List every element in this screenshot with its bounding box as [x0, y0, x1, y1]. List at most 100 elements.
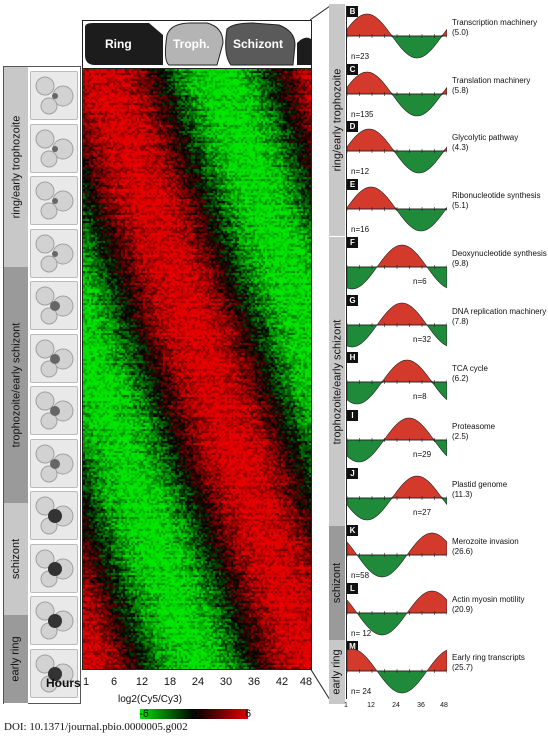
left-stage-label-ring: ring/early trophozoite	[10, 115, 23, 219]
profile-name: Deoxynucleotide synthesis (9.8)	[452, 249, 547, 269]
profile-letter: M	[347, 640, 358, 652]
profile-letter: K	[347, 525, 358, 537]
profile-curve	[347, 359, 447, 405]
profile-gene-count: n=23	[351, 52, 370, 61]
cell-micrograph	[30, 543, 78, 593]
hours-axis-title: Hours	[46, 676, 81, 690]
right-stage-early-ring: early ring	[329, 640, 345, 704]
left-stage-block-schizont	[4, 503, 28, 616]
cell-micrograph	[30, 648, 78, 698]
cell-micrograph	[30, 71, 78, 120]
hour-tick: 12	[135, 676, 149, 688]
profile-name: Transcription machinery (5.0)	[452, 18, 537, 38]
left-stage-block-early-ring	[4, 615, 28, 704]
profile-value: (25.7)	[452, 662, 473, 672]
next-ring-stage-shape	[297, 37, 311, 65]
hour-tick: 48	[299, 676, 313, 688]
doi-caption: DOI: 10.1371/journal.pbio.0000005.g002	[4, 721, 188, 733]
profile-gene-count: n= 12	[351, 629, 372, 638]
scale-tick-low: -6	[139, 708, 149, 720]
profile-curve	[347, 590, 447, 636]
color-scale-bar	[140, 709, 248, 719]
profile-curve	[347, 648, 447, 693]
cell-micrograph	[30, 123, 78, 173]
profile-value: (5.0)	[452, 28, 469, 37]
hour-tick: 18	[163, 676, 177, 688]
profile-name: Merozoite invasion (26.6)	[452, 537, 519, 557]
profile-axis-tick: 24	[392, 702, 400, 709]
right-stage-schizont: schizont	[329, 526, 345, 640]
cell-micrograph	[30, 596, 78, 645]
stage-shapes	[85, 22, 311, 66]
profile-name: Ribonucleotide synthesis (5.1)	[452, 191, 541, 211]
profile-title: Merozoite invasion	[452, 537, 519, 547]
cell-micrograph	[30, 491, 78, 540]
profile-gene-count: n=12	[351, 167, 370, 177]
profile-value: (26.6)	[452, 547, 473, 557]
profile-value: (11.3)	[452, 489, 473, 499]
profile-axis-tick: 12	[367, 702, 375, 709]
right-stage-panel: ring/early trophozoite trophozoite/early…	[329, 4, 347, 704]
profile-value: (9.8)	[452, 258, 469, 268]
profile-name: Proteasome (2.5)	[452, 422, 495, 442]
profile-title: Translation machinery	[452, 75, 531, 85]
profile-gene-count: n=135	[351, 109, 374, 119]
profile-name: Translation machinery (5.8)	[452, 76, 530, 96]
schizont-stage-shape	[225, 22, 296, 66]
profile-value: (6.2)	[452, 374, 469, 384]
profile-name: TCA cycle (6.2)	[452, 364, 488, 384]
scale-tick-mid: 0	[192, 708, 200, 720]
profile-value: (5.8)	[452, 85, 469, 95]
hour-tick: 30	[219, 676, 233, 688]
profile-curve	[347, 71, 447, 116]
profile-gene-count: n= 24	[351, 686, 372, 696]
left-stage-block-ring	[4, 67, 28, 268]
profile-name: Early ring transcripts (25.7)	[452, 653, 525, 673]
profile-title: Early ring transcripts	[452, 652, 525, 662]
profile-title: Glycolytic pathway	[452, 133, 519, 143]
profile-gene-count: n=29	[413, 449, 432, 459]
profile-axis-tick: 48	[440, 702, 448, 709]
profile-curve	[347, 302, 447, 347]
profile-name: Actin myosin motility (20.9)	[452, 595, 524, 615]
profile-name: Glycolytic pathway (4.3)	[452, 133, 518, 153]
profile-name: Plastid genome (11.3)	[452, 480, 507, 500]
profile-title: TCA cycle	[452, 364, 489, 374]
profile-curve	[347, 186, 447, 232]
hour-tick: 36	[247, 676, 261, 688]
cell-micrograph	[30, 438, 78, 488]
heatmap-canvas	[83, 69, 311, 669]
left-stage-label-early-ring: early ring	[10, 636, 22, 682]
profile-value: (20.9)	[452, 605, 473, 614]
profile-letter: J	[347, 467, 358, 479]
cell-micrograph	[30, 281, 78, 330]
cell-micrograph	[30, 333, 78, 383]
profile-value: (5.1)	[452, 201, 469, 211]
left-stage-panel: ring/early trophozoite trophozoite/early…	[3, 66, 81, 704]
stage-label-ring: Ring	[105, 37, 132, 51]
profile-title: Deoxynucleotide synthesis	[452, 248, 547, 258]
profile-gene-count: n=8	[413, 392, 427, 402]
profile-title: DNA replication machinery	[452, 306, 547, 316]
hour-tick: 24	[191, 676, 205, 688]
profile-letter: I	[347, 409, 358, 421]
profile-value: (7.8)	[452, 316, 469, 326]
profile-title: Ribonucleotide synthesis	[452, 191, 541, 201]
stage-label-schizont: Schizont	[233, 37, 283, 51]
left-stage-label-troph: trophozoite/early schizont	[10, 322, 23, 448]
profile-curve	[347, 244, 447, 290]
profile-axis-tick: 36	[417, 702, 425, 709]
left-stage-block-troph	[4, 267, 28, 504]
profile-name: DNA replication machinery (7.8)	[452, 307, 546, 327]
profile-letter: G	[347, 294, 358, 306]
cell-micrograph	[30, 386, 78, 435]
